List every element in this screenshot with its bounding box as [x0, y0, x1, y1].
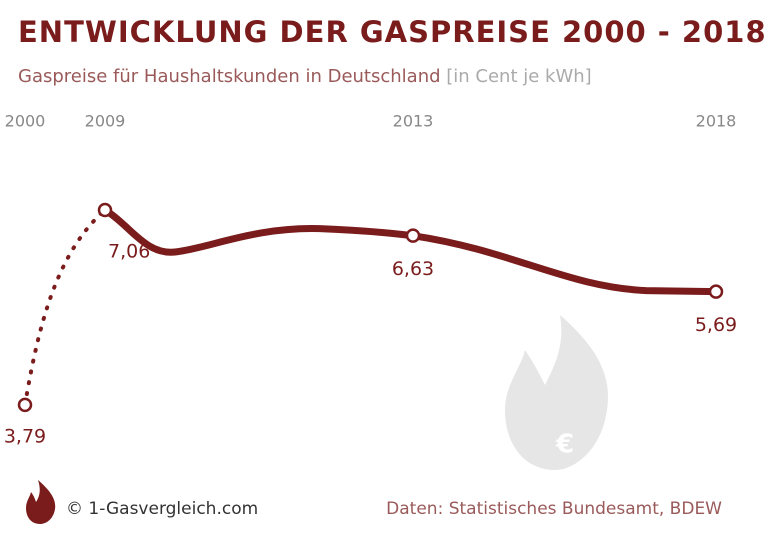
- subtitle-text: Gaspreise für Haushaltskunden in Deutsch…: [18, 66, 441, 87]
- source: Daten: Statistisches Bundesamt, BDEW: [386, 499, 722, 519]
- value-label: 3,79: [4, 425, 46, 447]
- x-tick-label: 2000: [5, 112, 46, 131]
- line-dotted: [23, 208, 107, 407]
- credit: © 1-Gasvergleich.com: [66, 499, 258, 519]
- point: [405, 228, 421, 243]
- point: [97, 202, 113, 218]
- svg-text:€: €: [555, 430, 574, 460]
- x-tick-label: 2009: [85, 112, 126, 131]
- x-tick-label: 2018: [696, 112, 737, 131]
- value-label: 6,63: [392, 258, 434, 280]
- x-tick-label: 2013: [393, 112, 434, 131]
- point: [708, 284, 724, 299]
- subtitle: Gaspreise für Haushaltskunden in Deutsch…: [18, 66, 592, 87]
- chart-title: ENTWICKLUNG DER GASPREISE 2000 - 2018: [18, 15, 767, 49]
- value-label: 5,69: [695, 314, 737, 336]
- point: [17, 397, 33, 413]
- unit: [in Cent je kWh]: [446, 66, 591, 87]
- line-solid: [101, 206, 720, 296]
- flame-watermark: €: [505, 315, 608, 470]
- footer-logo: [26, 480, 56, 524]
- value-label: 7,06: [108, 241, 150, 263]
